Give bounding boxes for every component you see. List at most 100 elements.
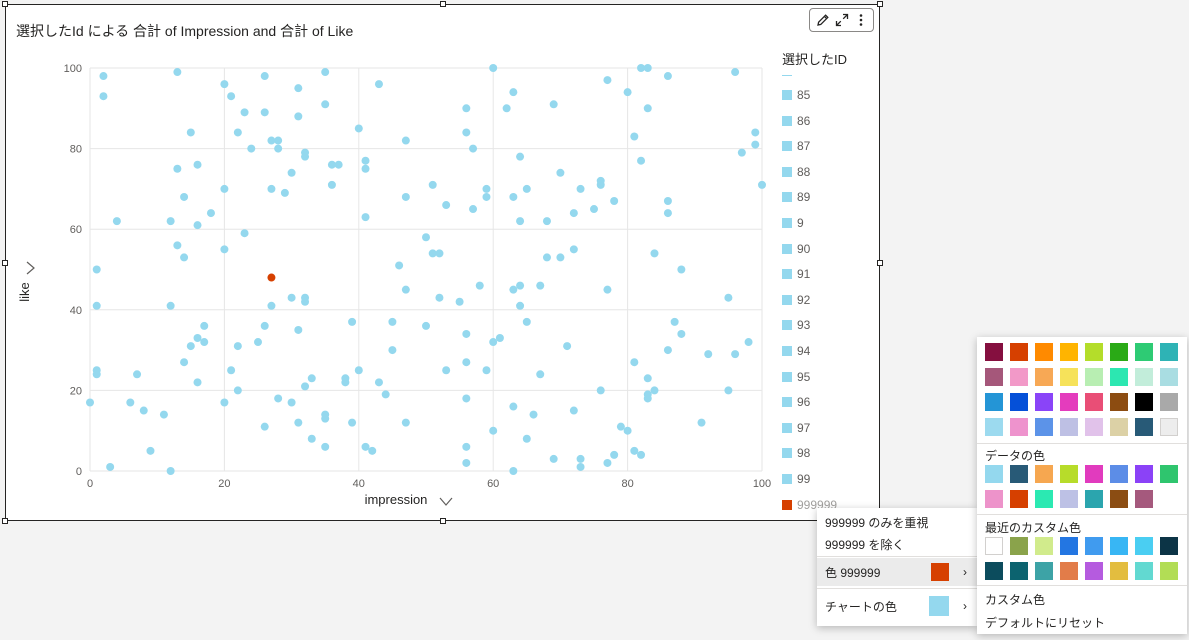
legend-item[interactable]: 93 [782, 317, 810, 333]
legend-item[interactable]: 92 [782, 292, 810, 308]
scatter-point[interactable] [233, 128, 242, 137]
scatter-point[interactable] [260, 321, 269, 330]
scatter-point[interactable] [294, 112, 303, 121]
scatter-point[interactable] [301, 297, 310, 306]
data-color-swatch[interactable] [985, 490, 1003, 508]
scatter-point[interactable] [274, 136, 283, 145]
scatter-point[interactable] [469, 205, 478, 214]
scatter-point[interactable] [321, 100, 330, 109]
scatter-point[interactable] [596, 180, 605, 189]
legend-item[interactable]: 86 [782, 113, 810, 129]
resize-handle[interactable] [440, 518, 446, 524]
scatter-point[interactable] [133, 370, 142, 379]
scatter-point[interactable] [522, 184, 531, 193]
pencil-icon[interactable] [814, 11, 832, 29]
scatter-point[interactable] [106, 462, 115, 471]
scatter-point[interactable] [596, 386, 605, 395]
scatter-point[interactable] [670, 317, 679, 326]
series-color-item[interactable]: 色 999999 › [817, 558, 977, 586]
scatter-point[interactable] [173, 164, 182, 173]
scatter-point[interactable] [327, 180, 336, 189]
scatter-point[interactable] [650, 249, 659, 258]
scatter-point[interactable] [697, 418, 706, 427]
recent-color-swatch[interactable] [985, 562, 1003, 580]
scatter-point[interactable] [576, 454, 585, 463]
scatter-point[interactable] [220, 80, 229, 89]
scatter-point[interactable] [92, 265, 101, 274]
scatter-point[interactable] [663, 196, 672, 205]
scatter-point[interactable] [502, 104, 511, 113]
scatter-point[interactable] [509, 402, 518, 411]
legend-item[interactable]: 96 [782, 394, 810, 410]
scatter-point[interactable] [428, 249, 437, 258]
scatter-point[interactable] [341, 378, 350, 387]
recent-color-swatch[interactable] [1135, 562, 1153, 580]
resize-handle[interactable] [877, 1, 883, 7]
theme-color-swatch[interactable] [1010, 393, 1028, 411]
legend-item[interactable]: 94 [782, 343, 810, 359]
theme-color-swatch[interactable] [1060, 368, 1078, 386]
scatter-point[interactable] [307, 434, 316, 443]
scatter-point[interactable] [462, 128, 471, 137]
theme-color-swatch[interactable] [1110, 418, 1128, 436]
resize-handle[interactable] [440, 1, 446, 7]
recent-color-swatch[interactable] [1110, 537, 1128, 555]
scatter-point[interactable] [227, 366, 236, 375]
scatter-point[interactable] [522, 317, 531, 326]
scatter-point[interactable] [193, 160, 202, 169]
scatter-point[interactable] [643, 64, 652, 72]
scatter-point[interactable] [139, 406, 148, 415]
scatter-point-highlighted[interactable] [267, 273, 276, 282]
theme-color-swatch[interactable] [1035, 368, 1053, 386]
scatter-point[interactable] [744, 338, 753, 347]
theme-color-swatch[interactable] [1135, 418, 1153, 436]
scatter-point[interactable] [549, 454, 558, 463]
data-color-swatch[interactable] [1010, 490, 1028, 508]
theme-color-swatch[interactable] [1035, 418, 1053, 436]
scatter-point[interactable] [731, 350, 740, 359]
scatter-point[interactable] [233, 386, 242, 395]
scatter-point[interactable] [509, 467, 518, 475]
theme-color-swatch[interactable] [1060, 343, 1078, 361]
scatter-point[interactable] [428, 180, 437, 189]
scatter-point[interactable] [287, 398, 296, 407]
scatter-point[interactable] [92, 301, 101, 310]
legend-item[interactable]: 88 [782, 164, 810, 180]
theme-color-swatch[interactable] [1110, 343, 1128, 361]
scatter-point[interactable] [173, 68, 182, 77]
theme-color-swatch[interactable] [1135, 343, 1153, 361]
include-only-item[interactable]: 999999 のみを重視 [817, 508, 977, 536]
data-color-swatch[interactable] [1160, 465, 1178, 483]
scatter-point[interactable] [126, 398, 135, 407]
scatter-point[interactable] [240, 108, 249, 117]
theme-color-swatch[interactable] [1010, 418, 1028, 436]
y-axis-title[interactable]: like [17, 282, 32, 302]
legend-item[interactable]: 87 [782, 138, 810, 154]
scatter-point[interactable] [267, 184, 276, 193]
scatter-point[interactable] [422, 321, 430, 330]
recent-color-swatch[interactable] [1160, 537, 1178, 555]
theme-color-swatch[interactable] [985, 368, 1003, 386]
scatter-point[interactable] [603, 285, 612, 294]
scatter-point[interactable] [462, 358, 471, 367]
scatter-point[interactable] [112, 217, 121, 226]
scatter-point[interactable] [442, 366, 451, 375]
scatter-point[interactable] [542, 217, 551, 226]
scatter-point[interactable] [92, 370, 101, 379]
scatter-point[interactable] [146, 446, 155, 455]
legend-item[interactable]: 90 [782, 241, 810, 257]
scatter-point[interactable] [643, 374, 652, 383]
scatter-point[interactable] [724, 293, 733, 302]
scatter-point[interactable] [206, 209, 215, 218]
scatter-point[interactable] [361, 442, 370, 451]
scatter-point[interactable] [99, 92, 108, 101]
custom-color-item[interactable]: カスタム色 [985, 593, 1046, 607]
scatter-point[interactable] [368, 446, 377, 455]
scatter-point[interactable] [489, 64, 498, 72]
scatter-point[interactable] [374, 80, 383, 89]
scatter-point[interactable] [260, 72, 269, 81]
scatter-point[interactable] [274, 394, 283, 403]
scatter-point[interactable] [630, 132, 639, 141]
theme-color-swatch[interactable] [1010, 368, 1028, 386]
scatter-point[interactable] [475, 281, 484, 290]
